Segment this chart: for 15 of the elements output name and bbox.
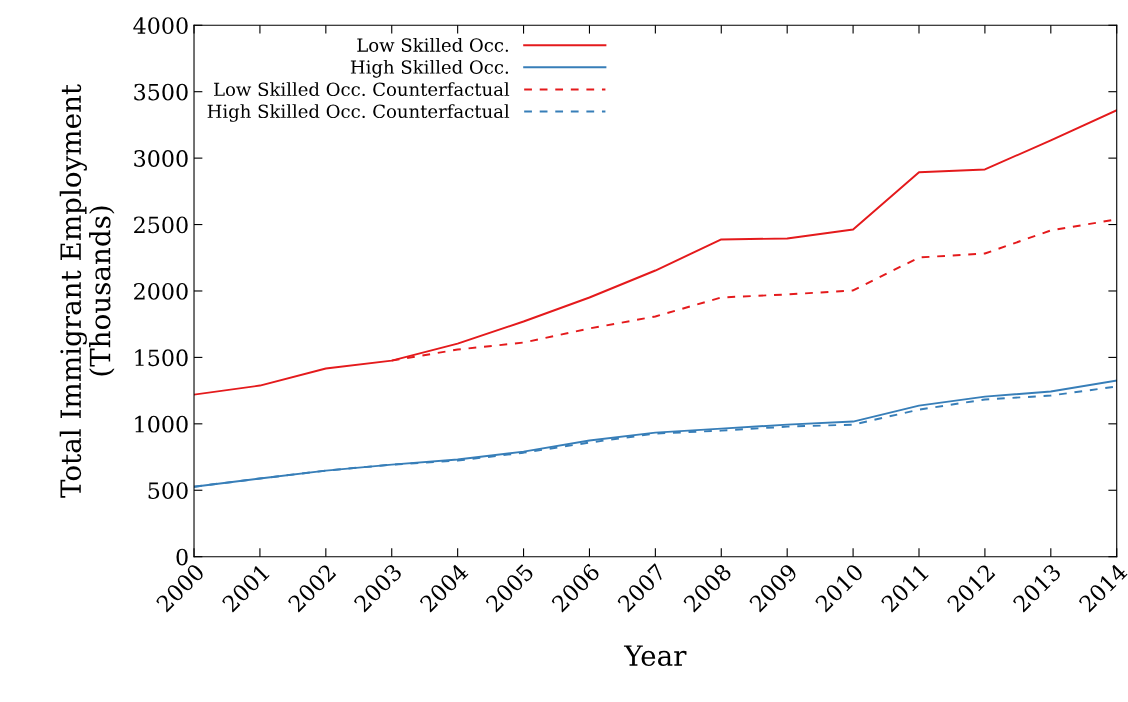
legend-label: Low Skilled Occ. Counterfactual bbox=[214, 82, 510, 97]
y-tick-label: 1000 bbox=[135, 415, 188, 433]
y-tick-label: 2500 bbox=[134, 216, 188, 234]
y-tick-label: 3500 bbox=[134, 83, 188, 101]
y-tick-label: 4000 bbox=[133, 17, 188, 35]
y-tick-label: 3000 bbox=[134, 150, 188, 167]
y-axis-title: Total Immigrant Employment (Thousands) bbox=[59, 84, 115, 498]
y-tick-label: 2000 bbox=[134, 282, 188, 300]
y-tick-label: 500 bbox=[148, 482, 188, 500]
x-axis-title: Year bbox=[623, 645, 687, 667]
legend-label: High Skilled Occ. bbox=[350, 59, 509, 78]
legend-label: Low Skilled Occ. bbox=[357, 37, 509, 52]
legend-label: High Skilled Occ. Counterfactual bbox=[207, 104, 510, 122]
y-tick-label: 0 bbox=[176, 548, 188, 566]
y-tick-label: 1500 bbox=[135, 349, 188, 367]
